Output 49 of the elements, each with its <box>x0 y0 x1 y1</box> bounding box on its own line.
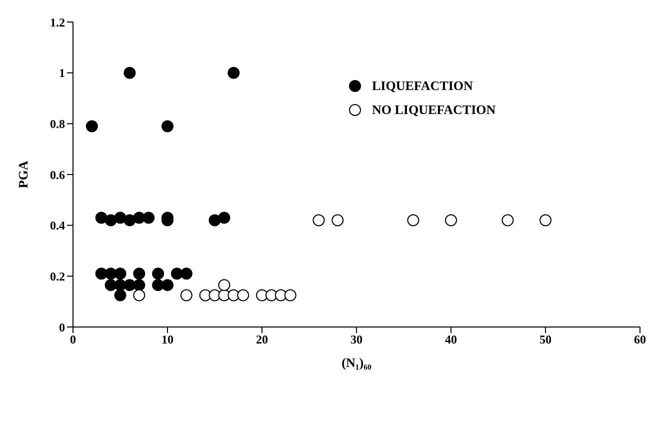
point <box>142 212 155 224</box>
point <box>133 268 146 280</box>
point <box>114 289 126 302</box>
y-axis-title: PGA <box>16 160 31 188</box>
point <box>332 214 344 226</box>
point <box>218 212 230 224</box>
y-tick-label: 1.2 <box>50 15 65 30</box>
y-tick-label: 0.2 <box>50 269 65 284</box>
point <box>284 289 296 302</box>
point <box>95 212 108 224</box>
point <box>256 289 268 302</box>
point <box>133 289 146 302</box>
point <box>162 279 174 292</box>
point <box>114 212 126 224</box>
point <box>502 214 514 226</box>
x-tick-label: 50 <box>540 332 552 347</box>
point <box>124 279 136 292</box>
point <box>540 214 552 226</box>
point <box>124 214 136 226</box>
y-tick-label: 1 <box>59 66 65 80</box>
x-tick-label: 40 <box>445 332 457 347</box>
x-tick-label: 20 <box>256 332 268 347</box>
point <box>114 268 126 280</box>
y-tick-label: 0.8 <box>50 116 65 131</box>
x-tick-label: 10 <box>162 332 174 347</box>
x-tick-label: 0 <box>70 332 76 347</box>
point <box>124 66 136 79</box>
x-axis-title: (N₁)₆₀ <box>342 355 372 370</box>
legend-label: LIQUEFACTION <box>372 78 473 94</box>
point <box>104 214 117 226</box>
point <box>312 214 325 226</box>
point <box>228 66 240 79</box>
point <box>133 279 146 292</box>
y-tick-label: 0.4 <box>50 218 65 233</box>
x-tick-label: 60 <box>634 332 646 347</box>
legend-label: NO LIQUEFACTION <box>372 102 496 118</box>
point <box>218 279 230 292</box>
x-tick-label: 30 <box>350 332 362 347</box>
point <box>208 214 221 226</box>
point <box>162 120 174 132</box>
y-tick-label: 0 <box>59 320 65 334</box>
point <box>407 214 420 226</box>
y-tick-label: 0.6 <box>50 168 65 182</box>
point <box>445 214 457 226</box>
point <box>180 268 192 280</box>
point <box>237 289 250 302</box>
point <box>180 289 192 302</box>
point <box>152 268 164 280</box>
point <box>86 120 98 132</box>
